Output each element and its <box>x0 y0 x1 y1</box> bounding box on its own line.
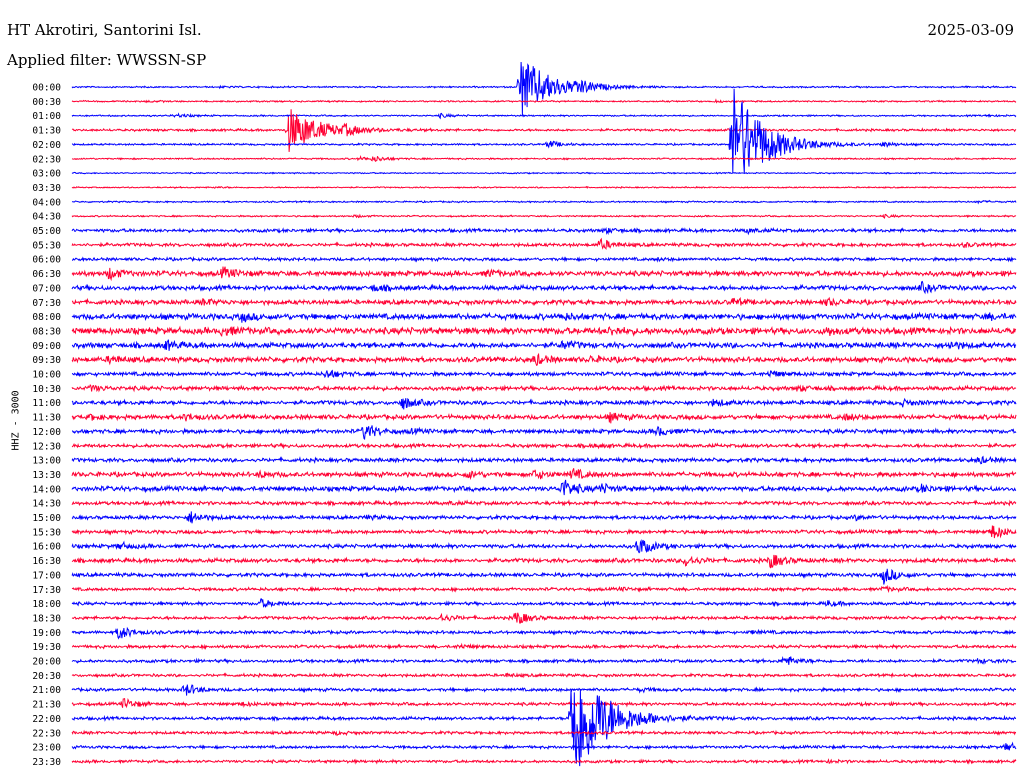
time-tick-label: 07:30 <box>32 298 61 309</box>
trace-row-2330 <box>72 760 1016 764</box>
trace-row-0630 <box>72 267 1016 280</box>
time-tick-labels: 00:00 00:30 01:00 01:30 02:00 02:30 03:00 03:30… <box>32 83 61 768</box>
time-tick-label: 20:30 <box>32 671 61 682</box>
time-tick-label: 23:00 <box>32 743 61 754</box>
trace-row-1030 <box>72 385 1016 392</box>
time-tick-label: 12:30 <box>32 441 61 452</box>
trace-row-1600 <box>72 540 1016 553</box>
trace-row-1700 <box>72 569 1016 585</box>
trace-row-1630 <box>72 555 1016 568</box>
time-tick-label: 05:30 <box>32 240 61 251</box>
time-tick-label: 09:00 <box>32 341 61 352</box>
trace-row-0800 <box>72 313 1016 323</box>
trace-row-1800 <box>72 599 1016 607</box>
time-tick-label: 13:30 <box>32 470 61 481</box>
time-tick-label: 14:00 <box>32 484 61 495</box>
time-tick-label: 17:00 <box>32 570 61 581</box>
time-tick-label: 15:00 <box>32 513 61 524</box>
trace-row-1730 <box>72 587 1016 592</box>
trace-row-1230 <box>72 444 1016 448</box>
trace-row-2200 <box>72 689 1016 766</box>
time-tick-label: 00:30 <box>32 97 61 108</box>
trace-row-2000 <box>72 657 1016 665</box>
time-tick-label: 17:30 <box>32 585 61 596</box>
time-tick-label: 16:00 <box>32 542 61 553</box>
time-tick-label: 21:30 <box>32 700 61 711</box>
trace-row-1430 <box>72 501 1016 505</box>
time-tick-label: 18:00 <box>32 599 61 610</box>
trace-row-1830 <box>72 613 1016 623</box>
time-tick-label: 08:00 <box>32 312 61 323</box>
trace-row-1530 <box>72 526 1016 539</box>
time-tick-label: 11:00 <box>32 398 61 409</box>
trace-row-0400 <box>72 201 1016 204</box>
trace-row-0300 <box>72 172 1016 173</box>
time-tick-label: 07:00 <box>32 283 61 294</box>
time-tick-label: 00:00 <box>32 83 61 94</box>
trace-row-0430 <box>72 214 1016 218</box>
trace-row-2100 <box>72 685 1016 696</box>
time-tick-label: 13:00 <box>32 456 61 467</box>
time-tick-label: 19:00 <box>32 628 61 639</box>
seismogram-traces <box>72 62 1016 766</box>
time-tick-label: 10:00 <box>32 370 61 381</box>
trace-row-0100 <box>72 113 1016 118</box>
time-tick-label: 01:30 <box>32 126 61 137</box>
time-tick-label: 05:00 <box>32 226 61 237</box>
trace-row-1400 <box>72 480 1016 495</box>
time-tick-label: 22:00 <box>32 714 61 725</box>
trace-row-0030 <box>72 100 1016 103</box>
trace-row-0230 <box>72 156 1016 161</box>
trace-row-2030 <box>72 673 1016 677</box>
trace-row-0900 <box>72 340 1016 351</box>
time-tick-label: 04:30 <box>32 212 61 223</box>
time-tick-label: 06:30 <box>32 269 61 280</box>
time-tick-label: 03:30 <box>32 183 61 194</box>
time-tick-label: 11:30 <box>32 413 61 424</box>
time-tick-label: 09:30 <box>32 355 61 366</box>
trace-row-1330 <box>72 468 1016 479</box>
trace-row-1000 <box>72 371 1016 378</box>
time-tick-label: 04:00 <box>32 197 61 208</box>
time-tick-label: 02:30 <box>32 154 61 165</box>
time-tick-label: 15:30 <box>32 527 61 538</box>
trace-row-2300 <box>72 743 1016 750</box>
time-tick-label: 14:30 <box>32 499 61 510</box>
trace-row-1900 <box>72 628 1016 638</box>
time-tick-label: 18:30 <box>32 613 61 624</box>
trace-row-2130 <box>72 699 1016 708</box>
time-tick-label: 03:00 <box>32 169 61 180</box>
time-tick-label: 06:00 <box>32 255 61 266</box>
trace-row-1300 <box>72 457 1016 464</box>
time-tick-label: 02:00 <box>32 140 61 151</box>
time-tick-label: 10:30 <box>32 384 61 395</box>
trace-row-1200 <box>72 425 1016 439</box>
time-tick-label: 21:00 <box>32 685 61 696</box>
trace-row-0830 <box>72 327 1016 336</box>
trace-row-0730 <box>72 298 1016 306</box>
trace-row-2230 <box>72 731 1016 735</box>
trace-row-0500 <box>72 228 1016 234</box>
time-tick-label: 22:30 <box>32 728 61 739</box>
time-tick-label: 19:30 <box>32 642 61 653</box>
time-tick-label: 16:30 <box>32 556 61 567</box>
trace-row-1100 <box>72 398 1016 409</box>
time-tick-label: 23:30 <box>32 757 61 768</box>
trace-row-0600 <box>72 257 1016 261</box>
trace-row-0330 <box>72 187 1016 189</box>
trace-row-1930 <box>72 645 1016 649</box>
time-tick-label: 20:00 <box>32 657 61 668</box>
trace-row-1500 <box>72 511 1016 523</box>
trace-row-0700 <box>72 282 1016 293</box>
trace-row-0530 <box>72 239 1016 249</box>
time-tick-label: 01:00 <box>32 111 61 122</box>
time-tick-label: 08:30 <box>32 326 61 337</box>
trace-row-1130 <box>72 412 1016 423</box>
trace-row-0000 <box>72 62 1016 115</box>
time-tick-label: 12:00 <box>32 427 61 438</box>
trace-row-0930 <box>72 354 1016 365</box>
